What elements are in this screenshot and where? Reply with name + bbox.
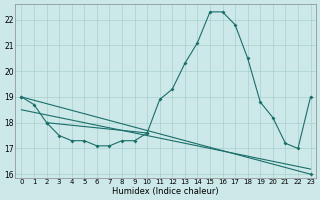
X-axis label: Humidex (Indice chaleur): Humidex (Indice chaleur): [112, 187, 219, 196]
